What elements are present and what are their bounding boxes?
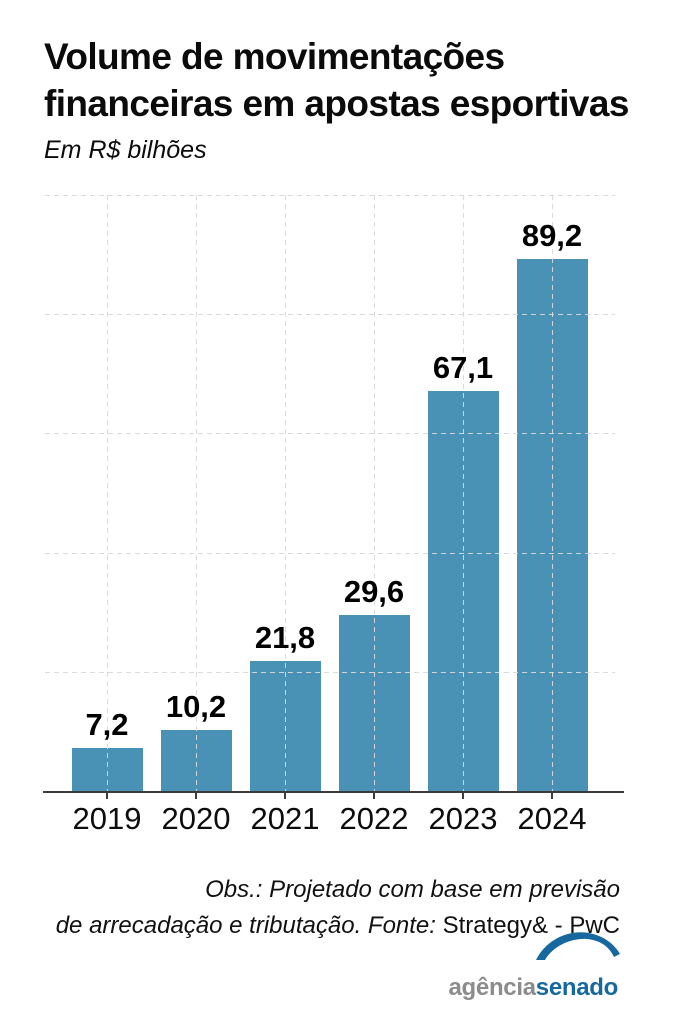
vertical-gridline bbox=[463, 195, 464, 791]
chart-subtitle: Em R$ bilhões bbox=[44, 136, 207, 164]
logo-senado-text: senado bbox=[535, 932, 620, 1001]
horizontal-gridline bbox=[45, 433, 615, 434]
vertical-gridline bbox=[196, 195, 197, 791]
x-axis-year-label: 2021 bbox=[250, 801, 320, 836]
vertical-gridline bbox=[107, 195, 108, 791]
chart-title: Volume de movimentações financeiras em a… bbox=[44, 33, 629, 127]
bar-value-label: 21,8 bbox=[254, 620, 316, 655]
x-axis-tick bbox=[284, 793, 286, 799]
x-axis-tick bbox=[551, 793, 553, 799]
bar-value-label: 67,1 bbox=[432, 350, 494, 385]
x-axis-year-label: 2023 bbox=[428, 801, 498, 836]
x-axis-year-label: 2020 bbox=[161, 801, 231, 836]
x-axis-year-label: 2019 bbox=[72, 801, 142, 836]
x-axis-line bbox=[43, 791, 624, 793]
vertical-gridline bbox=[285, 195, 286, 791]
bridge-arc-icon bbox=[536, 932, 620, 960]
horizontal-gridline bbox=[45, 314, 615, 315]
vertical-gridline bbox=[552, 195, 553, 791]
chart-title-line2: financeiras em apostas esportivas bbox=[44, 83, 629, 124]
bar-value-label: 29,6 bbox=[343, 574, 405, 609]
bar-value-label: 89,2 bbox=[521, 218, 583, 253]
x-axis-year-label: 2022 bbox=[339, 801, 409, 836]
bar-value-label: 7,2 bbox=[85, 707, 129, 742]
agencia-senado-logo: agência senado bbox=[448, 932, 620, 1002]
logo-senado-label: senado bbox=[535, 974, 619, 1001]
source-note-line2: de arrecadação e tributação. Fonte: Stra… bbox=[55, 912, 620, 939]
bar-value-label: 10,2 bbox=[165, 689, 227, 724]
source-note: Obs.: Projetado com base em previsão de … bbox=[20, 872, 620, 944]
chart-area: 7,2 10,2 21,8 29,6 67,1 89,2 bbox=[45, 195, 615, 791]
horizontal-gridline bbox=[45, 195, 615, 196]
horizontal-gridline bbox=[45, 553, 615, 554]
logo-agencia-text: agência bbox=[448, 974, 536, 1001]
horizontal-gridline bbox=[45, 672, 615, 673]
x-axis-tick bbox=[195, 793, 197, 799]
vertical-gridline bbox=[374, 195, 375, 791]
source-note-line1: Obs.: Projetado com base em previsão bbox=[205, 876, 620, 903]
chart-title-line1: Volume de movimentações bbox=[44, 36, 505, 77]
x-axis-tick bbox=[373, 793, 375, 799]
x-axis-year-label: 2024 bbox=[517, 801, 587, 836]
x-axis-tick bbox=[106, 793, 108, 799]
x-axis-tick bbox=[462, 793, 464, 799]
